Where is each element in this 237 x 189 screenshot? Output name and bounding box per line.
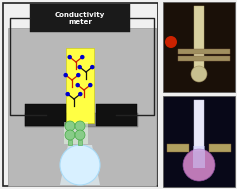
Bar [68, 131, 72, 136]
Bar [178, 56, 230, 61]
Circle shape [78, 92, 82, 96]
Bar [178, 49, 230, 54]
Bar [167, 144, 189, 152]
Circle shape [191, 66, 207, 82]
Polygon shape [60, 145, 100, 185]
Circle shape [60, 145, 100, 185]
Circle shape [90, 65, 95, 69]
Circle shape [68, 55, 72, 59]
Bar [25, 113, 138, 127]
Bar [8, 28, 156, 186]
Circle shape [80, 55, 85, 59]
Circle shape [165, 36, 177, 48]
Circle shape [75, 121, 85, 131]
Circle shape [65, 130, 75, 140]
Circle shape [64, 73, 68, 77]
Bar [163, 2, 235, 92]
Bar [209, 144, 231, 152]
Bar [3, 3, 158, 186]
Bar [96, 104, 137, 126]
Bar [163, 96, 235, 187]
Bar [68, 140, 72, 145]
Circle shape [88, 83, 92, 87]
Text: Conductivity
meter: Conductivity meter [55, 12, 105, 25]
Circle shape [65, 92, 70, 96]
Bar [78, 131, 82, 136]
Bar [66, 48, 94, 123]
Circle shape [65, 121, 75, 131]
Bar [158, 0, 163, 189]
Circle shape [75, 130, 85, 140]
Bar [194, 6, 204, 76]
Bar [78, 140, 82, 145]
Circle shape [76, 73, 81, 77]
Bar [64, 122, 88, 144]
Bar [25, 104, 66, 126]
Bar [194, 100, 204, 151]
Bar [30, 4, 130, 32]
Bar [193, 146, 205, 168]
Circle shape [183, 149, 215, 181]
Circle shape [75, 83, 80, 87]
Circle shape [77, 65, 82, 69]
